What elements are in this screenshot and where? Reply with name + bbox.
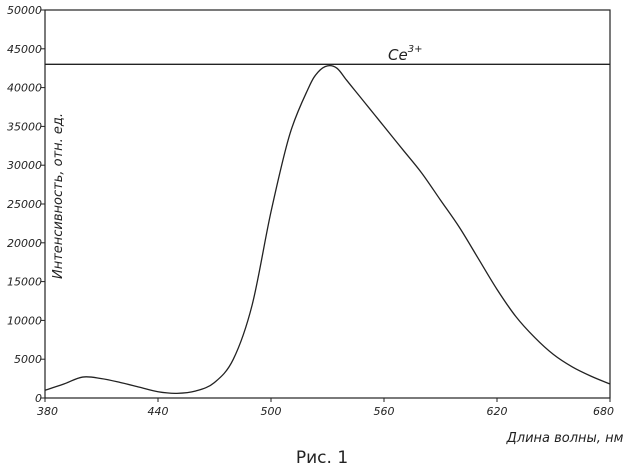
y-axis-label: Интенсивность, отн. ед. bbox=[51, 113, 66, 279]
reference-line-label: Ce3+ bbox=[388, 44, 422, 64]
x-tick-label: 560 bbox=[374, 405, 395, 418]
x-tick-label: 440 bbox=[148, 405, 169, 418]
figure-caption: Рис. 1 bbox=[296, 448, 348, 468]
reference-line-label-main: Ce bbox=[388, 46, 408, 64]
x-axis-label: Длина волны, нм bbox=[506, 431, 624, 446]
x-tick-label: 680 bbox=[593, 405, 614, 418]
y-tick-label: 20000 bbox=[7, 237, 42, 250]
plot-frame bbox=[45, 10, 610, 398]
x-tick-label: 380 bbox=[37, 405, 58, 418]
y-tick-label: 35000 bbox=[7, 120, 42, 133]
y-tick-label: 5000 bbox=[14, 353, 42, 366]
ticks: 380 440 500 560 620 680 0 5000 10000 15000 20000 25… bbox=[7, 4, 614, 418]
y-tick-label: 50000 bbox=[7, 4, 42, 17]
y-tick-label: 0 bbox=[35, 392, 42, 405]
y-tick-label: 10000 bbox=[7, 314, 42, 327]
y-tick-label: 30000 bbox=[7, 159, 42, 172]
y-tick-label: 40000 bbox=[7, 82, 42, 95]
y-tick-label: 25000 bbox=[7, 198, 42, 211]
series-layer bbox=[45, 64, 610, 393]
y-tick-label: 15000 bbox=[7, 276, 42, 289]
series-line bbox=[45, 66, 610, 394]
axes bbox=[45, 10, 610, 398]
y-tick-label: 45000 bbox=[7, 43, 42, 56]
x-tick-label: 500 bbox=[261, 405, 282, 418]
reference-line-label-sup: 3+ bbox=[408, 44, 423, 55]
x-tick-label: 620 bbox=[487, 405, 508, 418]
